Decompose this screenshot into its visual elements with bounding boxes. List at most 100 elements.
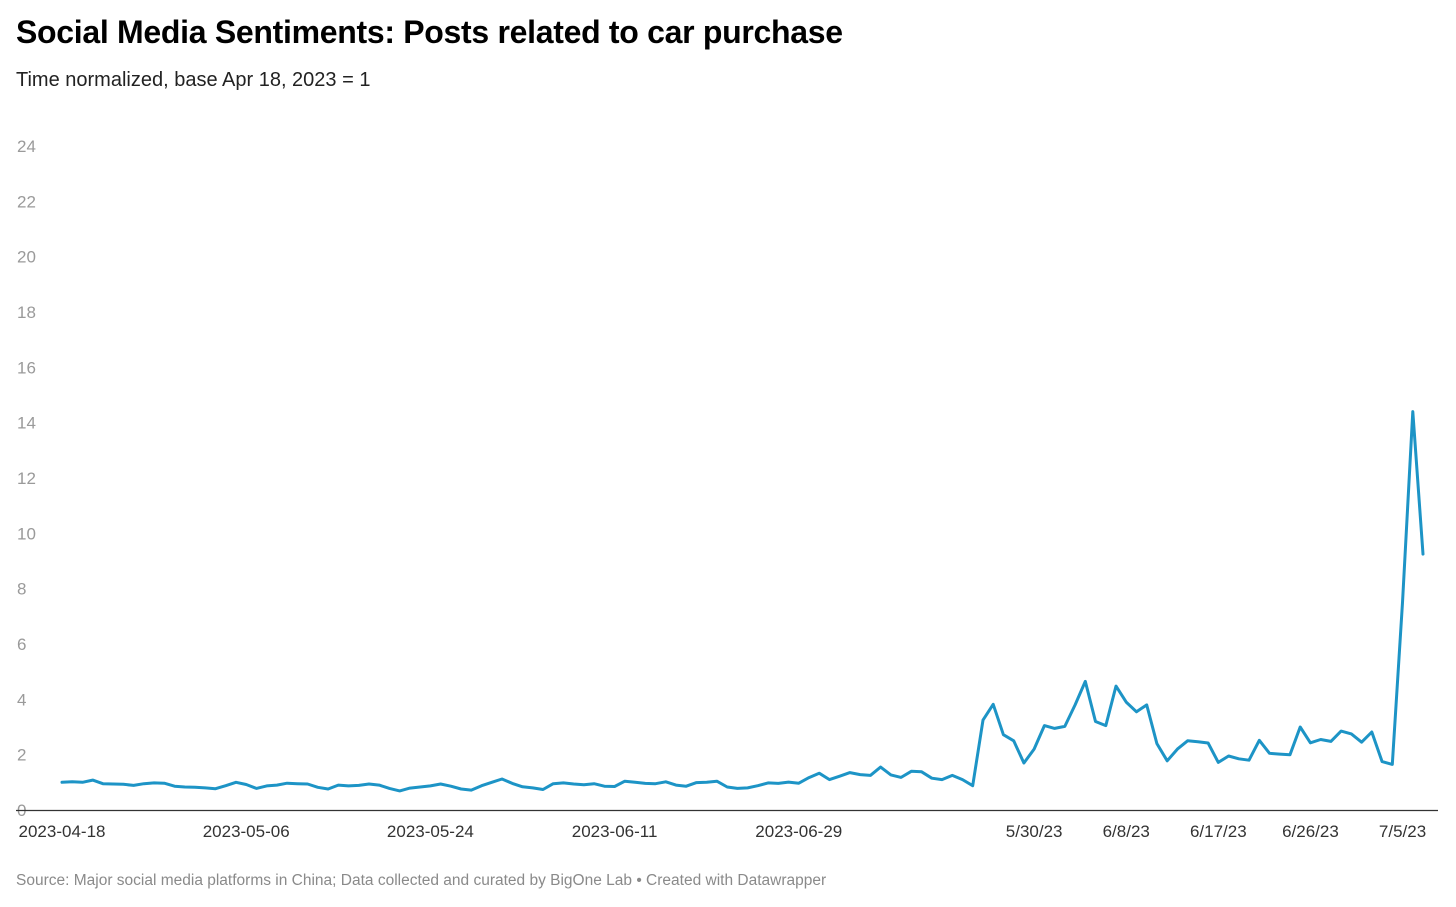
data-point	[306, 782, 310, 786]
data-point	[1349, 732, 1353, 736]
y-tick-label: 24	[17, 137, 36, 156]
data-point	[674, 783, 678, 787]
chart-title: Social Media Sentiments: Posts related t…	[16, 14, 843, 50]
data-point	[797, 781, 801, 785]
y-tick-label: 4	[17, 690, 26, 709]
data-point	[142, 782, 146, 786]
data-point	[909, 769, 913, 773]
y-tick-label: 10	[17, 524, 36, 543]
data-point	[1042, 724, 1046, 728]
y-tick-label: 16	[17, 358, 36, 377]
data-point	[1135, 710, 1139, 714]
data-point	[807, 776, 811, 780]
data-point	[500, 777, 504, 781]
data-point	[1186, 739, 1190, 743]
data-point	[981, 718, 985, 722]
data-point	[787, 780, 791, 784]
data-point	[613, 785, 617, 789]
x-tick-label: 2023-05-24	[387, 822, 474, 841]
data-point	[1073, 703, 1077, 707]
data-point	[121, 782, 125, 786]
data-point	[664, 780, 668, 784]
data-point	[295, 782, 299, 786]
data-point	[162, 781, 166, 785]
data-point	[633, 780, 637, 784]
data-point	[940, 778, 944, 782]
data-point	[60, 780, 64, 784]
data-point	[152, 781, 156, 785]
data-point	[1308, 741, 1312, 745]
data-point	[91, 778, 95, 782]
data-point	[899, 775, 903, 779]
data-point	[695, 781, 699, 785]
data-point	[469, 788, 473, 792]
data-point	[336, 783, 340, 787]
y-tick-label: 22	[17, 192, 36, 211]
data-point	[961, 778, 965, 782]
data-point	[1268, 751, 1272, 755]
y-tick-label: 8	[17, 580, 26, 599]
data-point	[756, 784, 760, 788]
data-point	[81, 780, 85, 784]
data-point	[1053, 726, 1057, 730]
data-point	[592, 782, 596, 786]
data-point	[1421, 552, 1425, 556]
data-point	[1278, 752, 1282, 756]
data-point	[572, 782, 576, 786]
data-point	[1104, 724, 1108, 728]
data-point	[715, 779, 719, 783]
data-point	[561, 781, 565, 785]
y-tick-label: 2	[17, 746, 26, 765]
chart-source-note: Source: Major social media platforms in …	[16, 872, 827, 889]
x-tick-label: 7/5/23	[1379, 822, 1426, 841]
data-point	[1124, 700, 1128, 704]
data-point	[1001, 733, 1005, 737]
data-point	[428, 784, 432, 788]
data-point	[224, 784, 228, 788]
data-point	[1247, 758, 1251, 762]
data-point	[1257, 738, 1261, 742]
data-point	[582, 783, 586, 787]
data-point	[234, 780, 238, 784]
data-point	[531, 786, 535, 790]
x-tick-label: 6/17/23	[1190, 822, 1247, 841]
data-point	[735, 786, 739, 790]
data-point	[388, 786, 392, 790]
data-point	[132, 783, 136, 787]
chart-subtitle: Time normalized, base Apr 18, 2023 = 1	[16, 69, 371, 91]
data-point	[1206, 741, 1210, 745]
data-point	[193, 785, 197, 789]
data-point	[551, 782, 555, 786]
data-point	[1012, 739, 1016, 743]
data-point	[203, 786, 207, 790]
data-point	[930, 776, 934, 780]
data-point	[858, 773, 862, 777]
data-point	[439, 782, 443, 786]
data-point	[1370, 730, 1374, 734]
x-tick-label: 6/8/23	[1103, 822, 1150, 841]
data-point	[326, 787, 330, 791]
data-point	[1401, 601, 1405, 605]
data-point	[459, 787, 463, 791]
data-point	[183, 785, 187, 789]
y-tick-label: 18	[17, 303, 36, 322]
data-point	[1083, 679, 1087, 683]
data-point	[541, 788, 545, 792]
data-point	[776, 781, 780, 785]
data-point	[920, 770, 924, 774]
data-point	[214, 787, 218, 791]
data-point	[398, 789, 402, 793]
series-line	[60, 410, 1425, 793]
x-axis-ticks: 2023-04-18 2023-05-06 2023-05-24 2023-06-11…	[19, 822, 1427, 841]
data-point	[254, 786, 258, 790]
data-point	[510, 781, 514, 785]
data-point	[879, 765, 883, 769]
data-point	[367, 782, 371, 786]
data-point	[377, 783, 381, 787]
data-point	[449, 784, 453, 788]
data-point	[480, 784, 484, 788]
data-point	[1145, 703, 1149, 707]
data-point	[265, 784, 269, 788]
